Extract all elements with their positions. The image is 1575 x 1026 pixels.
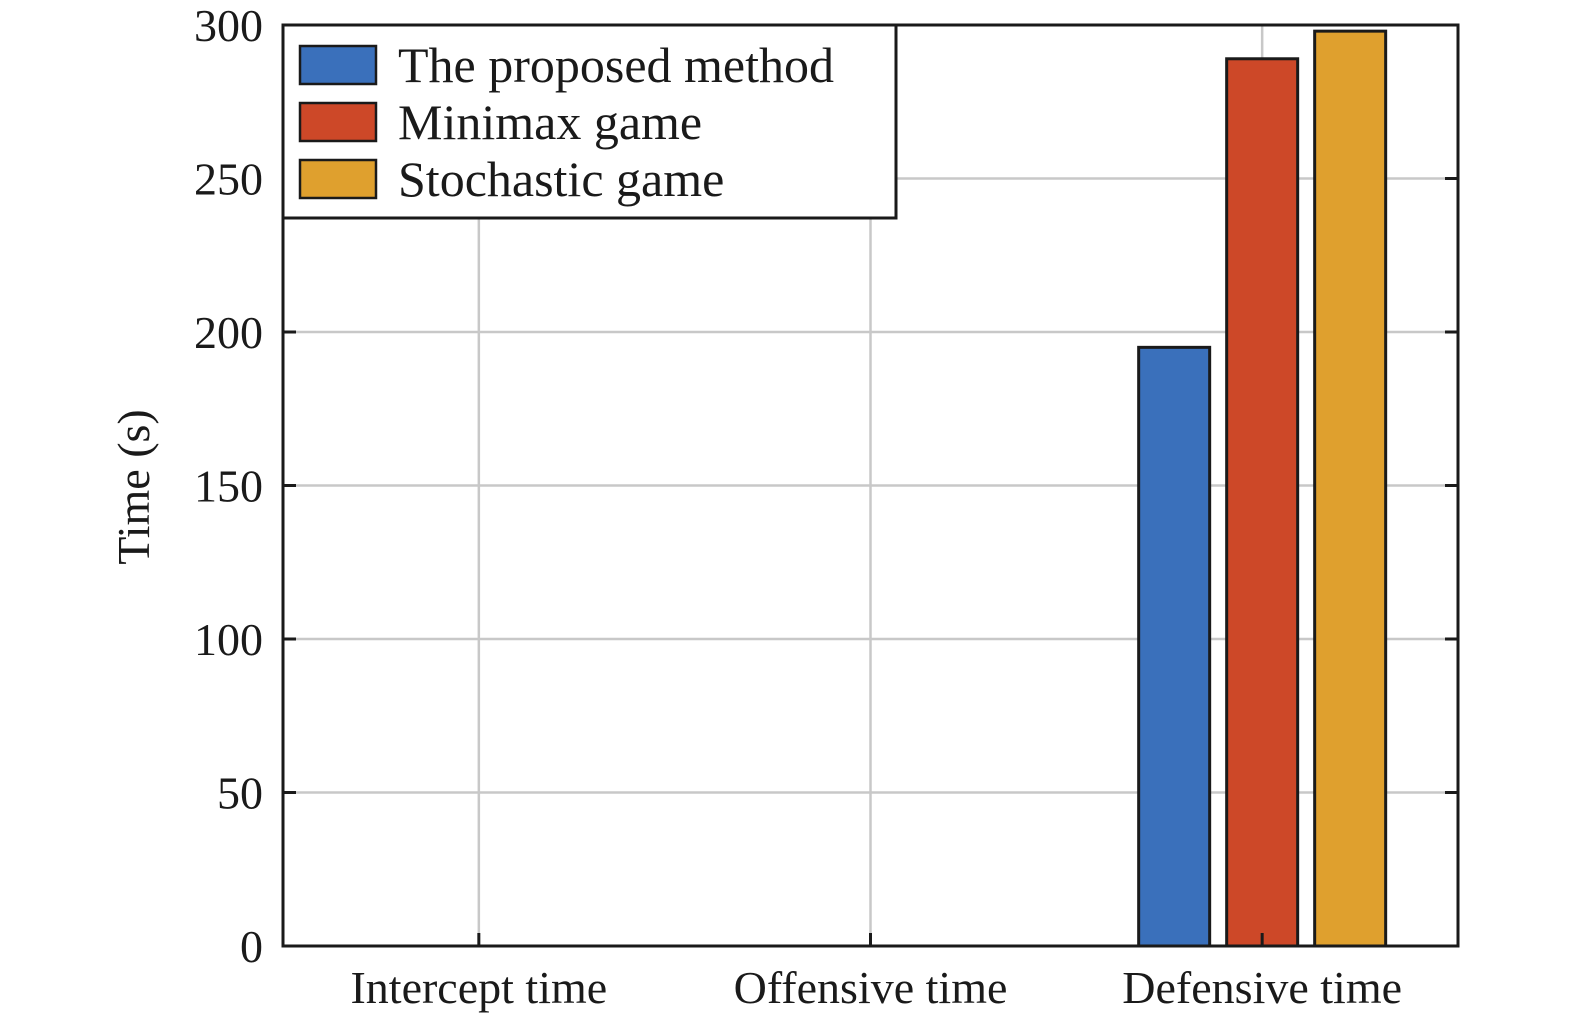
bar (1137, 345, 1212, 948)
x-tick-label: Offensive time (734, 962, 1008, 1013)
tick-labels: 0 50 100 150 200 250 300 Intercept time Offensiv… (194, 0, 1402, 1013)
bars (1137, 29, 1388, 948)
y-axis-label: Time (s) (108, 409, 159, 565)
y-tick-label: 50 (217, 768, 263, 819)
legend-swatch (298, 158, 378, 200)
y-tick-label: 100 (194, 614, 263, 665)
bar (1313, 29, 1388, 948)
legend-swatch (298, 101, 378, 143)
y-tick-label: 200 (194, 307, 263, 358)
y-tick-label: 0 (240, 921, 263, 972)
x-tick-label: Intercept time (350, 962, 607, 1013)
y-tick-label: 300 (194, 0, 263, 51)
legend-label: Stochastic game (398, 151, 724, 207)
bar (1225, 57, 1300, 948)
legend-box (281, 23, 898, 220)
legend-label: Minimax game (398, 94, 702, 150)
y-tick-label: 150 (194, 461, 263, 512)
y-tick-label: 250 (194, 154, 263, 205)
legend-swatch (298, 44, 378, 86)
x-tick-label: Defensive time (1122, 962, 1402, 1013)
legend-label: The proposed method (398, 37, 834, 93)
